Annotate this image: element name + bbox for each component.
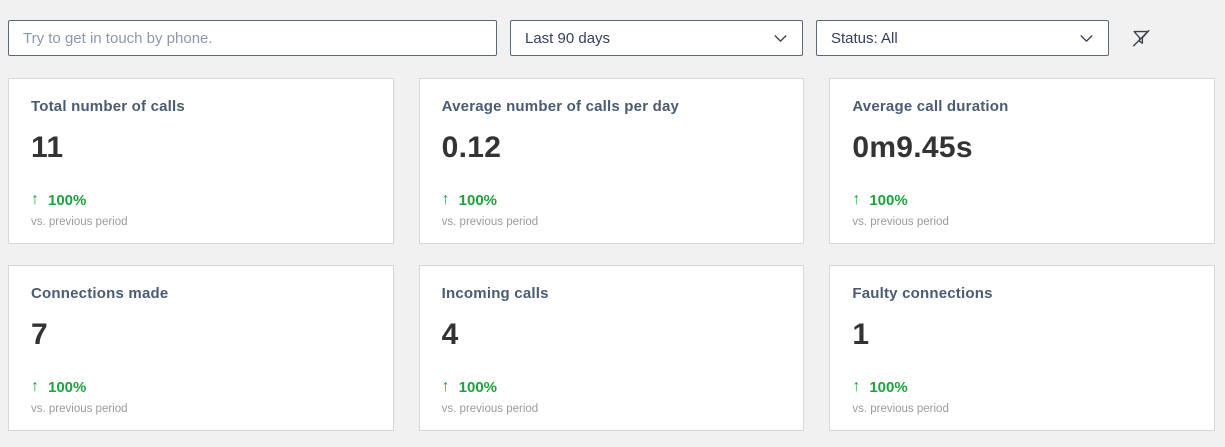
clear-filters-button[interactable] xyxy=(1128,25,1154,51)
trend-up-arrow-icon: ↑ xyxy=(441,378,450,395)
trend-value: 100% xyxy=(869,378,908,396)
stat-card-trend: ↑ 100% xyxy=(442,378,782,396)
stat-card-note: vs. previous period xyxy=(31,216,128,228)
stat-card-title: Total number of calls xyxy=(31,98,185,115)
stat-card-trend: ↑ 100% xyxy=(852,191,1192,209)
chevron-down-icon xyxy=(772,30,789,47)
phone-search-input[interactable] xyxy=(8,20,497,56)
stat-card-value: 7 xyxy=(31,318,48,351)
trend-value: 100% xyxy=(869,191,908,209)
stat-card: Average call duration 0m9.45s ↑ 100% vs.… xyxy=(829,78,1215,244)
filter-toolbar: Last 90 days Status: All xyxy=(0,0,1225,56)
stat-card-value: 11 xyxy=(31,131,64,164)
stat-card-title: Incoming calls xyxy=(441,285,549,302)
trend-up-arrow-icon: ↑ xyxy=(31,378,39,395)
period-dropdown[interactable]: Last 90 days xyxy=(510,20,803,56)
stat-card: Faulty connections 1 ↑ 100% vs. previous… xyxy=(829,265,1215,431)
period-dropdown-value: Last 90 days xyxy=(525,29,611,47)
stat-card-note: vs. previous period xyxy=(441,216,539,228)
stat-card: Total number of calls 11 ↑ 100% vs. prev… xyxy=(8,78,394,244)
stat-card: Average number of calls per day 0.12 ↑ 1… xyxy=(418,78,805,244)
trend-value: 100% xyxy=(48,191,87,209)
filter-off-icon xyxy=(1130,27,1152,49)
trend-up-arrow-icon: ↑ xyxy=(852,191,861,208)
status-dropdown[interactable]: Status: All xyxy=(816,20,1109,56)
stat-card-note: vs. previous period xyxy=(441,403,539,415)
chevron-down-icon xyxy=(1078,30,1095,47)
stat-card-note: vs. previous period xyxy=(31,403,128,415)
trend-up-arrow-icon: ↑ xyxy=(31,191,39,208)
trend-value: 100% xyxy=(458,378,498,396)
stat-card-value: 0.12 xyxy=(441,131,502,164)
stat-card-title: Average call duration xyxy=(852,98,1009,115)
stat-card: Connections made 7 ↑ 100% vs. previous p… xyxy=(8,265,394,431)
stat-card-trend: ↑ 100% xyxy=(852,378,1192,396)
stat-card-note: vs. previous period xyxy=(852,216,949,228)
stat-card-title: Average number of calls per day xyxy=(441,98,680,115)
stats-grid: Total number of calls 11 ↑ 100% vs. prev… xyxy=(0,56,1225,431)
status-dropdown-value: Status: All xyxy=(831,29,898,47)
stat-card-value: 0m9.45s xyxy=(852,131,973,164)
stat-card-trend: ↑ 100% xyxy=(31,378,371,396)
stat-card: Incoming calls 4 ↑ 100% vs. previous per… xyxy=(418,265,805,431)
trend-up-arrow-icon: ↑ xyxy=(441,191,450,208)
stat-card-value: 4 xyxy=(441,318,459,351)
stat-card-trend: ↑ 100% xyxy=(442,191,782,209)
stat-card-value: 1 xyxy=(852,318,870,351)
stat-card-title: Faulty connections xyxy=(852,285,993,302)
stat-card-trend: ↑ 100% xyxy=(31,191,371,209)
trend-up-arrow-icon: ↑ xyxy=(852,378,861,395)
trend-value: 100% xyxy=(458,191,498,209)
stat-card-title: Connections made xyxy=(31,285,169,302)
stat-card-note: vs. previous period xyxy=(852,403,949,415)
trend-value: 100% xyxy=(48,378,87,396)
